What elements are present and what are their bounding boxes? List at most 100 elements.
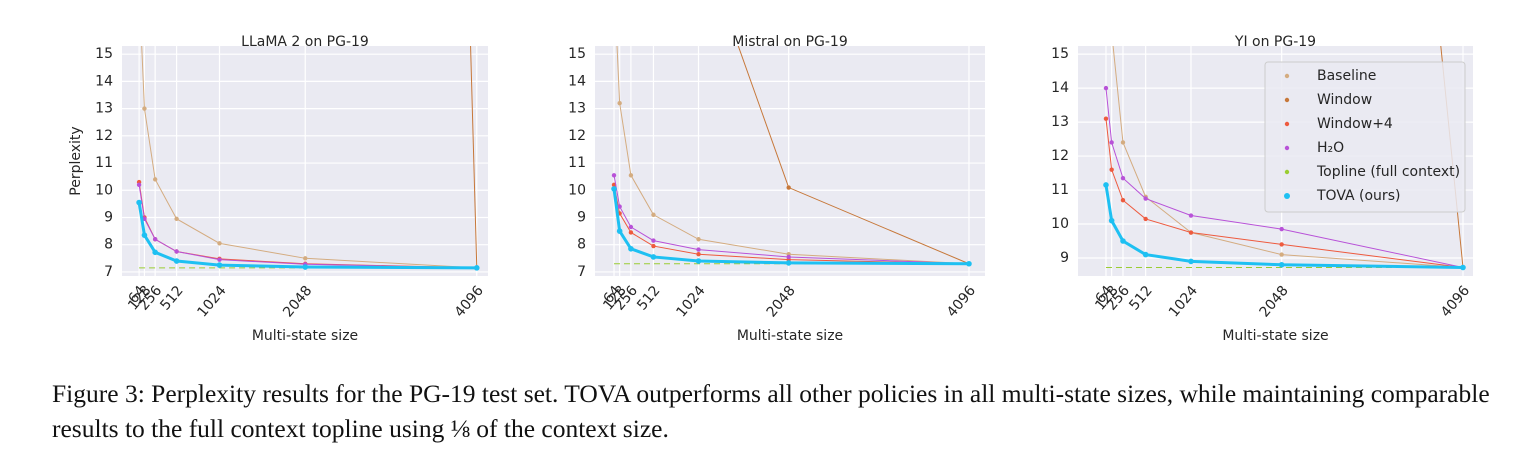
y-tick-label: 15 xyxy=(1051,46,1069,62)
plot-area xyxy=(1103,30,1466,271)
data-point xyxy=(303,256,308,261)
y-tick-label: 12 xyxy=(95,128,113,144)
legend-label: Window xyxy=(1317,92,1372,108)
x-tick-label: 512 xyxy=(157,283,186,314)
x-axis-label: Multi-state size xyxy=(1222,328,1328,344)
legend-marker xyxy=(1284,121,1290,127)
data-point xyxy=(1279,242,1284,247)
x-tick-label: 2048 xyxy=(764,283,799,321)
data-point xyxy=(696,247,701,252)
data-point xyxy=(1142,251,1149,258)
y-tick-label: 9 xyxy=(104,209,113,225)
legend-label: TOVA (ours) xyxy=(1316,188,1400,204)
data-point xyxy=(174,216,179,222)
data-point xyxy=(1278,261,1285,268)
data-point xyxy=(1109,30,1113,34)
data-point xyxy=(141,232,148,238)
data-point xyxy=(152,237,158,242)
y-tick-label: 10 xyxy=(568,182,586,198)
y-tick-label: 13 xyxy=(1051,114,1069,130)
x-axis-label: Multi-state size xyxy=(737,328,843,344)
data-point xyxy=(1120,175,1126,181)
data-point xyxy=(1108,217,1115,224)
data-point xyxy=(142,106,147,111)
data-point xyxy=(1279,226,1284,232)
data-point xyxy=(611,173,617,178)
x-tick-label: 4096 xyxy=(944,283,979,321)
x-axis-label: Multi-state size xyxy=(252,328,358,344)
data-point xyxy=(217,257,222,262)
data-point xyxy=(1143,196,1148,201)
data-point xyxy=(651,243,656,249)
y-tick-label: 7 xyxy=(577,264,586,280)
data-point xyxy=(617,100,622,106)
data-point xyxy=(628,245,634,252)
legend-label: Baseline xyxy=(1317,68,1376,84)
y-tick-label: 14 xyxy=(95,73,113,89)
y-tick-label: 13 xyxy=(95,101,113,117)
data-point xyxy=(628,230,634,235)
data-point xyxy=(611,186,617,192)
y-tick-label: 15 xyxy=(568,46,586,62)
y-tick-label: 11 xyxy=(568,155,586,171)
x-tick-label: 4096 xyxy=(1438,283,1473,321)
x-tick-label: 512 xyxy=(1126,283,1155,314)
x-tick-label: 2048 xyxy=(280,283,315,321)
y-axis-label: Perplexity xyxy=(68,126,84,195)
data-point xyxy=(696,237,701,242)
y-tick-label: 9 xyxy=(577,209,586,225)
legend-marker xyxy=(1284,145,1290,151)
y-tick-label: 11 xyxy=(95,155,113,171)
data-point xyxy=(617,204,622,209)
data-point xyxy=(1103,85,1109,91)
plot-area xyxy=(611,46,972,267)
legend-label: H₂O xyxy=(1317,140,1344,156)
y-tick-label: 12 xyxy=(568,128,586,144)
data-point xyxy=(1188,213,1194,218)
x-tick-label: 1024 xyxy=(673,283,708,321)
data-point xyxy=(1109,140,1114,145)
y-tick-label: 15 xyxy=(95,46,113,62)
legend-label: Window+4 xyxy=(1317,116,1393,132)
y-tick-label: 13 xyxy=(568,101,586,117)
plot-background xyxy=(595,46,985,276)
x-tick-label: 4096 xyxy=(452,283,487,321)
legend-box xyxy=(1264,61,1466,213)
data-point xyxy=(650,254,657,260)
plot-area xyxy=(136,46,480,271)
data-point xyxy=(1109,167,1114,172)
data-point xyxy=(616,228,623,234)
y-tick-label: 11 xyxy=(1051,182,1069,198)
data-point xyxy=(1143,216,1148,222)
y-tick-label: 8 xyxy=(104,237,113,253)
data-point xyxy=(786,254,791,260)
data-point xyxy=(1120,140,1126,145)
legend-label: Topline (full context) xyxy=(1316,164,1460,180)
data-point xyxy=(173,258,180,264)
y-tick-label: 12 xyxy=(1051,148,1069,164)
chart-title: YI on PG-19 xyxy=(1234,34,1316,50)
data-point xyxy=(1279,252,1284,257)
y-tick-label: 14 xyxy=(1051,80,1069,96)
data-point xyxy=(966,260,972,267)
data-point xyxy=(628,173,634,178)
data-point xyxy=(1103,182,1109,188)
data-point xyxy=(473,265,480,271)
data-point xyxy=(695,258,702,264)
chart-title: LLaMA 2 on PG-19 xyxy=(241,34,369,50)
y-tick-label: 7 xyxy=(104,264,113,280)
y-tick-label: 8 xyxy=(577,237,586,253)
data-point xyxy=(786,185,791,190)
legend-marker xyxy=(1284,73,1290,79)
x-tick-label: 512 xyxy=(634,283,663,314)
data-point xyxy=(651,238,656,243)
y-tick-label: 10 xyxy=(95,182,113,198)
x-tick-label: 1024 xyxy=(194,283,229,321)
data-point xyxy=(1120,238,1126,244)
data-point xyxy=(785,260,792,266)
data-point xyxy=(152,177,158,182)
data-point xyxy=(152,249,158,256)
data-point xyxy=(651,212,656,217)
y-tick-label: 14 xyxy=(568,73,586,89)
